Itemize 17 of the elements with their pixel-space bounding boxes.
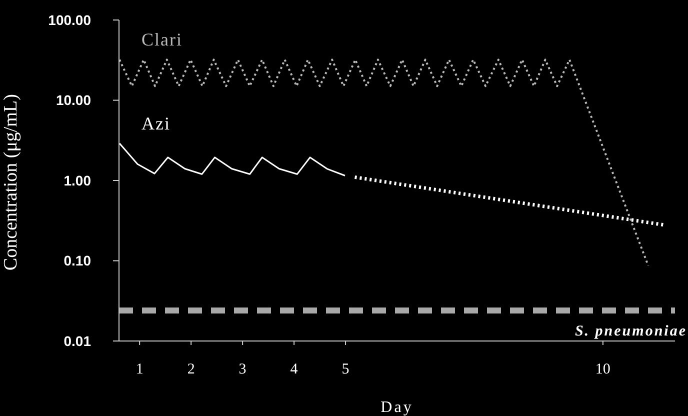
y-tick-label: 1.00 xyxy=(64,172,92,188)
line-series xyxy=(119,142,346,176)
x-tick-label: 5 xyxy=(342,362,350,378)
y-axis-title: Concentration (μg/mL) xyxy=(0,94,22,270)
x-axis-title: Day xyxy=(380,399,414,416)
series-label: Azi xyxy=(142,113,171,134)
y-tick-label: 0.01 xyxy=(64,332,92,349)
series-label: Clari xyxy=(142,30,183,50)
x-tick-label: 1 xyxy=(136,362,144,378)
x-tick-label: 4 xyxy=(290,362,298,378)
x-tick-label: 3 xyxy=(238,362,246,378)
x-tick-label: 10 xyxy=(595,362,610,378)
y-tick-label: 100.00 xyxy=(48,12,92,28)
ref-line-label: S. pneumoniae xyxy=(574,323,687,340)
x-tick-label: 2 xyxy=(187,362,195,378)
y-tick-label: 10.00 xyxy=(56,92,92,108)
y-tick-label: 0.10 xyxy=(64,252,92,269)
